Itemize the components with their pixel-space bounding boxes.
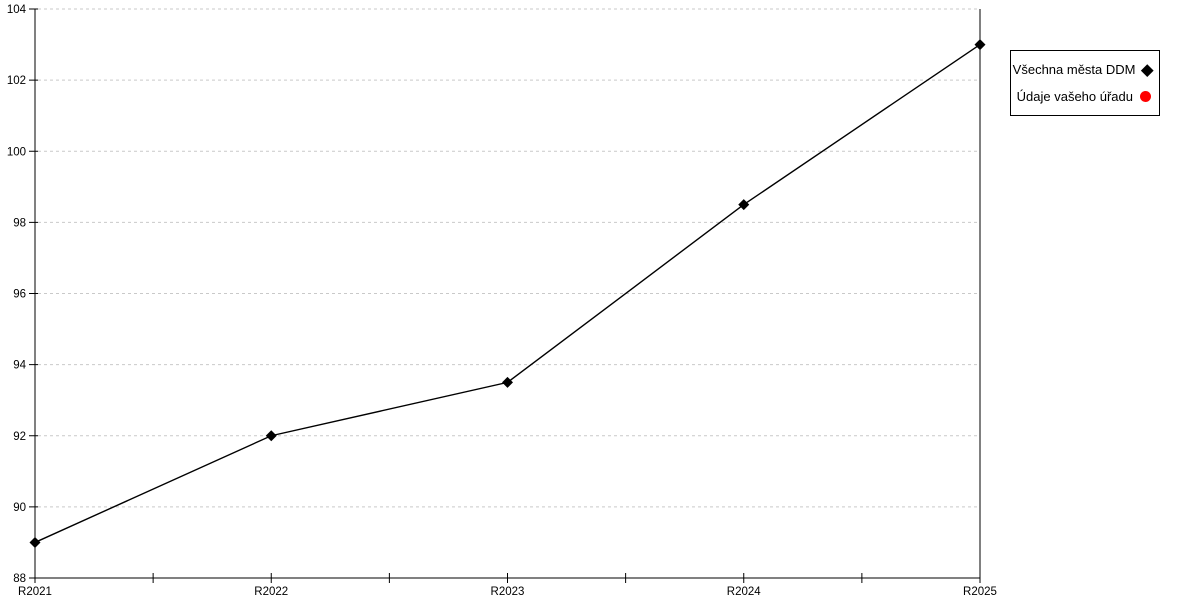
svg-text:R2022: R2022	[254, 586, 288, 598]
svg-text:R2025: R2025	[963, 586, 997, 598]
svg-text:96: 96	[13, 289, 26, 301]
circle-marker-icon	[1140, 90, 1151, 102]
diamond-marker-icon	[1140, 63, 1153, 76]
svg-text:90: 90	[13, 502, 26, 514]
svg-text:100: 100	[7, 146, 26, 158]
svg-text:92: 92	[13, 431, 26, 443]
legend-label-your-office: Údaje vašeho úřadu	[1016, 88, 1133, 104]
svg-text:102: 102	[7, 75, 26, 87]
svg-text:R2024: R2024	[727, 586, 761, 598]
svg-text:R2023: R2023	[491, 586, 525, 598]
legend-item-all-cities: Všechna města DDM	[1012, 62, 1153, 78]
svg-text:88: 88	[13, 573, 26, 585]
legend: Všechna města DDM Údaje vašeho úřadu	[1010, 50, 1160, 116]
svg-text:98: 98	[13, 217, 26, 229]
svg-text:94: 94	[13, 360, 26, 372]
svg-text:104: 104	[7, 4, 27, 16]
legend-item-your-office: Údaje vašeho úřadu	[1017, 89, 1151, 104]
legend-label-all-cities: Všechna města DDM	[1012, 62, 1136, 78]
svg-text:R2021: R2021	[18, 586, 52, 598]
